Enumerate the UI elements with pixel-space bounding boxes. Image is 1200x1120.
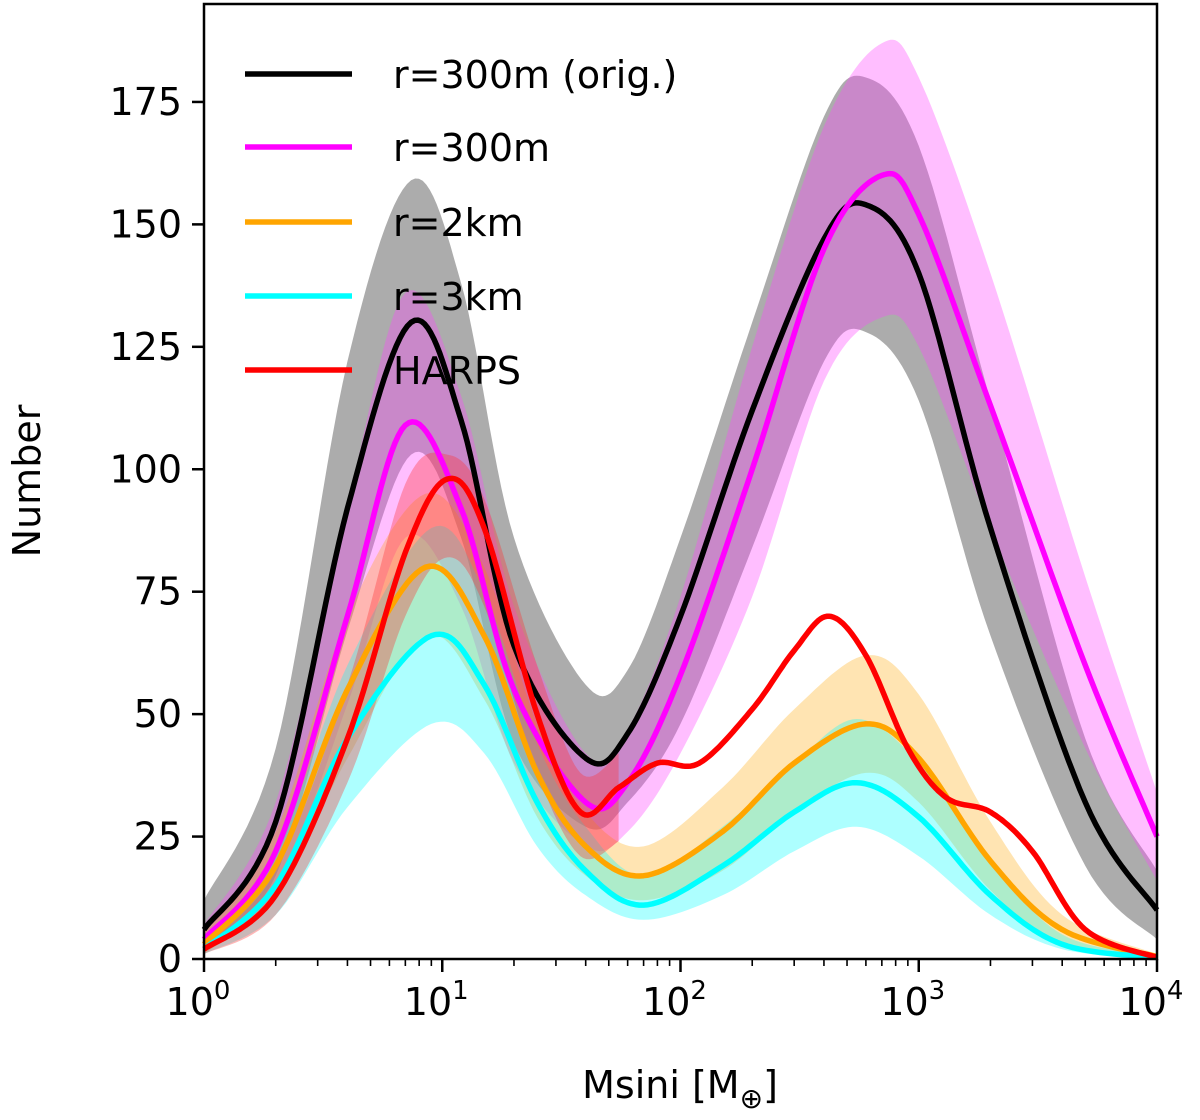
y-tick-label-25: 25 xyxy=(134,815,182,859)
y-tick-label-100: 100 xyxy=(109,447,182,491)
y-tick-label-0: 0 xyxy=(158,937,182,981)
x-tick-label-10000: 104 xyxy=(1119,976,1184,1024)
legend-label-r-300m: r=300m xyxy=(393,126,550,170)
line-r-3km xyxy=(202,631,1158,961)
legend-label-r-3km: r=3km xyxy=(393,275,524,319)
x-tick-label-100: 102 xyxy=(642,976,707,1024)
x-tick-label-1: 100 xyxy=(166,976,231,1024)
legend-label-r-2km: r=2km xyxy=(393,201,524,245)
legend-label-harps: HARPS xyxy=(393,349,521,393)
line-r-300m-orig xyxy=(201,200,1160,932)
band-r-300m-orig xyxy=(204,75,1157,945)
line-r-2km xyxy=(202,563,1158,960)
y-tick-label-125: 125 xyxy=(109,325,182,369)
band-harps xyxy=(204,452,619,955)
band-r-2km xyxy=(204,492,1157,958)
y-axis-label: Number xyxy=(5,404,49,557)
x-axis: 100 101 102 103 104 xyxy=(166,959,1184,1024)
series-lines xyxy=(201,170,1160,961)
line-r-300m xyxy=(201,170,1160,942)
y-axis: 0 25 50 75 100 125 150 175 xyxy=(109,80,204,981)
legend-label-r-300m-orig: r=300m (orig.) xyxy=(393,53,677,97)
x-axis-label: Msini [M⊕] xyxy=(582,1063,778,1115)
y-tick-label-50: 50 xyxy=(134,692,182,736)
uncertainty-bands xyxy=(204,39,1157,959)
line-harps xyxy=(202,475,1158,961)
y-tick-label-75: 75 xyxy=(134,570,182,614)
legend: r=300m (orig.) r=300m r=2km r=3km HARPS xyxy=(245,53,677,393)
earth-mass-symbol: ⊕ xyxy=(740,1082,763,1115)
y-tick-label-175: 175 xyxy=(109,80,182,124)
y-tick-label-150: 150 xyxy=(109,202,182,246)
x-tick-label-1000: 103 xyxy=(880,976,945,1024)
x-tick-label-10: 101 xyxy=(404,976,469,1024)
